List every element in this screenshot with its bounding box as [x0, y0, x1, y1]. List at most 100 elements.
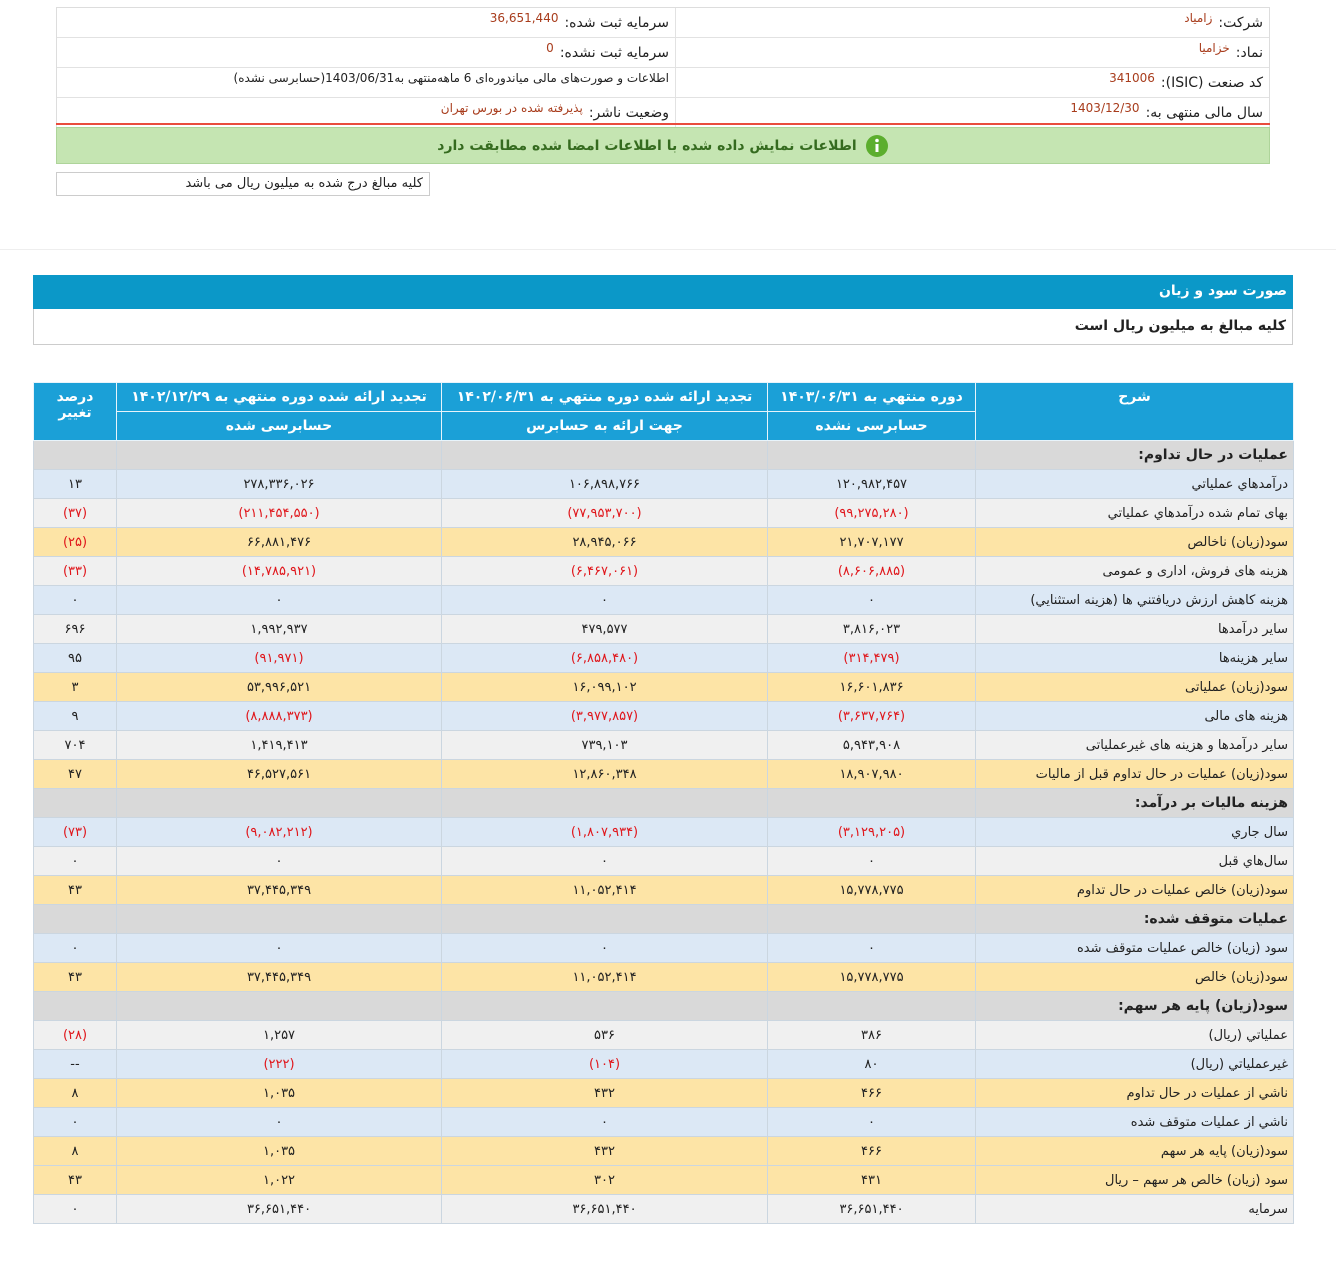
value-cell: (۳۳)	[33, 556, 117, 586]
info-row: شرکت: زامیاد سرمایه ثبت شده: 36,651,440	[57, 8, 1269, 38]
row-label: غيرعملياتي (ريال)	[975, 1049, 1294, 1079]
column-subheader: جهت ارائه به حسابرس	[441, 411, 768, 441]
value-cell: ۱۵,۷۷۸,۷۷۵	[767, 962, 976, 992]
table-row: سرمايه ۳۶,۶۵۱,۴۴۰ ۳۶,۶۵۱,۴۴۰ ۳۶,۶۵۱,۴۴۰ ۰	[33, 1194, 1294, 1224]
row-label: هزينه هاى فروش، ادارى و عمومى	[975, 556, 1294, 586]
value-cell: ۱۰۶,۸۹۸,۷۶۶	[441, 469, 768, 499]
section-label: سود(زيان) پايه هر سهم:	[975, 991, 1294, 1021]
row-label: سود (زيان) خالص عمليات متوقف شده	[975, 933, 1294, 963]
value-cell: (۲۸)	[33, 1020, 117, 1050]
info-cell: سرمایه ثبت نشده: 0	[57, 38, 675, 67]
info-value: 1403/12/30	[1070, 100, 1140, 115]
value-cell: ۴۳۲	[441, 1136, 768, 1166]
info-value: خزامیا	[1198, 40, 1230, 55]
info-label: سرمایه ثبت نشده:	[559, 44, 669, 61]
table-row: هزينه ماليات بر درآمد:	[33, 788, 1294, 818]
value-cell: ۲۸,۹۴۵,۰۶۶	[441, 527, 768, 557]
value-cell: (۶,۴۶۷,۰۶۱)	[441, 556, 768, 586]
header-row: شرح دوره منتهي به ۱۴۰۳/۰۶/۳۱ تجديد ارائه ش…	[33, 382, 1294, 441]
info-box: شرکت: زامیاد سرمایه ثبت شده: 36,651,440 نماد…	[56, 7, 1270, 128]
empty-cell	[767, 991, 976, 1021]
value-cell: (۱,۸۰۷,۹۳۴)	[441, 817, 768, 847]
value-cell: ۹۵	[33, 643, 117, 673]
table-row: غيرعملياتي (ريال) ۸۰ (۱۰۴) (۲۲۲) --	[33, 1049, 1294, 1079]
value-cell: ۵۳۶	[441, 1020, 768, 1050]
table-row: عملياتي (ريال) ۳۸۶ ۵۳۶ ۱,۲۵۷ (۲۸)	[33, 1020, 1294, 1050]
unit-note: کلیه مبالغ درج شده به میلیون ریال می باش…	[56, 172, 430, 196]
section-label: عمليات متوقف شده:	[975, 904, 1294, 934]
row-label: عملياتي (ريال)	[975, 1020, 1294, 1050]
column-header: تجديد ارائه شده دوره منتهي به ۱۴۰۲/۰۶/۳۱	[441, 382, 768, 412]
info-label: وضعیت ناشر:	[588, 104, 669, 121]
value-cell: (۹۱,۹۷۱)	[116, 643, 442, 673]
table-row: ناشي از عمليات در حال تداوم ۴۶۶ ۴۳۲ ۱,۰۳۵ ۸	[33, 1078, 1294, 1108]
info-cell: سرمایه ثبت شده: 36,651,440	[57, 8, 675, 37]
empty-cell	[116, 440, 442, 470]
column-header: تجديد ارائه شده دوره منتهي به ۱۴۰۲/۱۲/۲۹	[116, 382, 442, 412]
divider	[56, 123, 1270, 125]
value-cell: ۳۶,۶۵۱,۴۴۰	[767, 1194, 976, 1224]
value-cell: (۶,۸۵۸,۴۸۰)	[441, 643, 768, 673]
empty-cell	[33, 788, 117, 818]
value-cell: ۴۳	[33, 962, 117, 992]
value-cell: ۰	[441, 585, 768, 615]
notice-banner: اطلاعات نمایش داده شده با اطلاعات امضا ش…	[56, 127, 1270, 164]
value-cell: ۱۲۰,۹۸۲,۴۵۷	[767, 469, 976, 499]
section-title: صورت سود و زیان	[33, 275, 1293, 309]
row-label: درآمدهاي عملياتي	[975, 469, 1294, 499]
value-cell: ۸۰	[767, 1049, 976, 1079]
row-label: هزينه کاهش ارزش دريافتني ها (هزينه استثن…	[975, 585, 1294, 615]
value-cell: ۰	[116, 846, 442, 876]
value-cell: ۰	[767, 1107, 976, 1137]
empty-cell	[767, 788, 976, 818]
value-cell: ۳۸۶	[767, 1020, 976, 1050]
value-cell: ۰	[441, 1107, 768, 1137]
row-label: سال جاري	[975, 817, 1294, 847]
table-row: هزينه کاهش ارزش دريافتني ها (هزينه استثن…	[33, 585, 1294, 615]
info-cell: نماد: خزامیا	[675, 38, 1269, 67]
empty-cell	[767, 440, 976, 470]
info-label: سرمایه ثبت شده:	[564, 14, 669, 31]
empty-cell	[33, 440, 117, 470]
value-cell: ۰	[767, 846, 976, 876]
value-cell: (۳,۶۳۷,۷۶۴)	[767, 701, 976, 731]
income-table: شرح دوره منتهي به ۱۴۰۳/۰۶/۳۱ تجديد ارائه ش…	[33, 382, 1294, 1224]
value-cell: (۸,۸۸۸,۳۷۳)	[116, 701, 442, 731]
table-row: عمليات در حال تداوم:	[33, 440, 1294, 470]
row-label: سود(زيان) پايه هر سهم	[975, 1136, 1294, 1166]
table-row: سود(زيان) عملياتى ۱۶,۶۰۱,۸۳۶ ۱۶,۰۹۹,۱۰۲ ۵۳,…	[33, 672, 1294, 702]
info-row: سال مالی منتهی به: 1403/12/30 وضعیت ناشر: پ…	[57, 98, 1269, 127]
info-cell: سال مالی منتهی به: 1403/12/30	[675, 98, 1269, 127]
value-cell: ۱,۰۲۲	[116, 1165, 442, 1195]
empty-cell	[441, 904, 768, 934]
info-cell: کد صنعت (ISIC): 341006	[675, 68, 1269, 97]
value-cell: (۲۱۱,۴۵۴,۵۵۰)	[116, 498, 442, 528]
table-row: درآمدهاي عملياتي ۱۲۰,۹۸۲,۴۵۷ ۱۰۶,۸۹۸,۷۶۶ ۲۷…	[33, 469, 1294, 499]
row-label: سود(زيان) خالص	[975, 962, 1294, 992]
value-cell: ۱۱,۰۵۲,۴۱۴	[441, 875, 768, 905]
row-label: ساير درآمدها و هزينه هاى غيرعملياتى	[975, 730, 1294, 760]
value-cell: (۹۹,۲۷۵,۲۸۰)	[767, 498, 976, 528]
value-cell: --	[33, 1049, 117, 1079]
value-cell: ۴۳	[33, 1165, 117, 1195]
value-cell: ۶۶,۸۸۱,۴۷۶	[116, 527, 442, 557]
value-cell: ۰	[441, 846, 768, 876]
value-cell: ۰	[441, 933, 768, 963]
value-cell: ۱۳	[33, 469, 117, 499]
column-header: شرح	[975, 382, 1294, 441]
value-cell: ۳۷,۴۴۵,۳۴۹	[116, 875, 442, 905]
value-cell: ۱۶,۶۰۱,۸۳۶	[767, 672, 976, 702]
table-row: ناشي از عمليات متوقف شده ۰ ۰ ۰ ۰	[33, 1107, 1294, 1137]
table-row: سود(زيان) پايه هر سهم ۴۶۶ ۴۳۲ ۱,۰۳۵ ۸	[33, 1136, 1294, 1166]
value-cell: ۲۱,۷۰۷,۱۷۷	[767, 527, 976, 557]
row-label: سود(زيان) خالص عمليات در حال تداوم	[975, 875, 1294, 905]
value-cell: ۴۶۶	[767, 1136, 976, 1166]
table-row: بهاى تمام شده درآمدهاي عملياتي (۹۹,۲۷۵,۲۸…	[33, 498, 1294, 528]
info-label: نماد:	[1235, 44, 1263, 61]
value-cell: ۳۰۲	[441, 1165, 768, 1195]
value-cell: ۰	[767, 585, 976, 615]
empty-cell	[767, 904, 976, 934]
column-header: دوره منتهي به ۱۴۰۳/۰۶/۳۱	[767, 382, 976, 412]
row-label: سود(زيان) عمليات در حال تداوم قبل از مال…	[975, 759, 1294, 789]
